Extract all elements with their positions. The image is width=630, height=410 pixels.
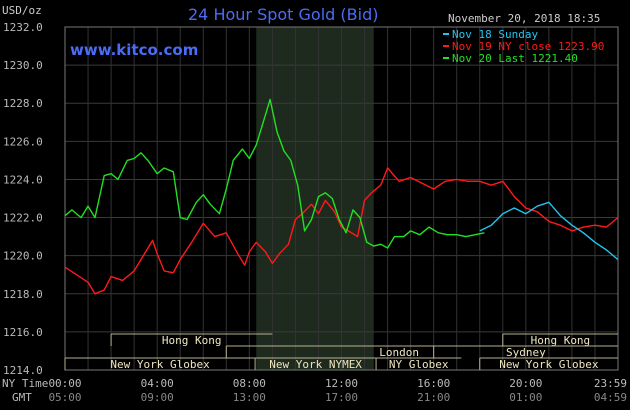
- site-label: www.kitco.com: [70, 41, 198, 59]
- y-tick-label: 1226.0: [3, 135, 43, 148]
- x-axis-gmt-label: GMT: [12, 391, 32, 404]
- ytick-layer: 1232.0 1230.0 1228.0 1226.0 1224.0 1222.0 1220…: [3, 21, 43, 377]
- y-axis-unit-label: USD/oz: [2, 4, 42, 17]
- y-tick-label: 1214.0: [3, 364, 43, 377]
- y-tick-label: 1232.0: [3, 21, 43, 34]
- y-tick-label: 1224.0: [3, 173, 43, 186]
- x-axis-ny-label: NY Time: [2, 377, 48, 390]
- shade-layer: [256, 27, 374, 370]
- session-label: NY Globex: [389, 358, 449, 371]
- x-tick-gmt: 09:00: [141, 391, 174, 404]
- x-tick-gmt: 13:00: [233, 391, 266, 404]
- y-tick-label: 1222.0: [3, 212, 43, 225]
- session-label: London: [379, 346, 419, 359]
- nymex-shaded-region: [256, 27, 374, 370]
- plot-frame: [64, 26, 619, 371]
- x-tick-ny: 23:59: [594, 377, 627, 390]
- x-tick-ny: 12:00: [325, 377, 358, 390]
- legend-label: Nov 19 NY close 1223.90: [452, 40, 604, 53]
- y-tick-label: 1230.0: [3, 59, 43, 72]
- session-label: New York NYMEX: [269, 358, 362, 371]
- y-tick-label: 1228.0: [3, 97, 43, 110]
- x-tick-ny: 04:00: [141, 377, 174, 390]
- y-tick-label: 1220.0: [3, 250, 43, 263]
- legend-label: Nov 20 Last 1221.40: [452, 52, 578, 65]
- series-layer: [64, 98, 619, 295]
- series-line-0: [479, 201, 619, 261]
- y-tick-label: 1216.0: [3, 326, 43, 339]
- session-label: Hong Kong: [162, 334, 222, 347]
- x-tick-gmt: 04:59: [594, 391, 627, 404]
- session-label: New York Globex: [499, 358, 599, 371]
- series-line-2: [64, 98, 485, 249]
- session-label: Hong Kong: [531, 334, 591, 347]
- x-tick-ny: 20:00: [509, 377, 542, 390]
- date-label: November 20, 2018 18:35: [448, 12, 600, 25]
- x-tick-ny: 16:00: [417, 377, 450, 390]
- series-line-1: [64, 167, 619, 295]
- x-tick-ny: 00:00: [48, 377, 81, 390]
- x-tick-gmt: 05:00: [48, 391, 81, 404]
- x-tick-gmt: 01:00: [509, 391, 542, 404]
- chart-title: 24 Hour Spot Gold (Bid): [188, 5, 378, 24]
- y-tick-label: 1218.0: [3, 288, 43, 301]
- x-tick-ny: 08:00: [233, 377, 266, 390]
- session-label: Sydney: [506, 346, 546, 359]
- x-tick-gmt: 17:00: [325, 391, 358, 404]
- legend-label: Nov 18 Sunday: [452, 28, 538, 41]
- x-tick-gmt: 21:00: [417, 391, 450, 404]
- session-label: New York Globex: [110, 358, 210, 371]
